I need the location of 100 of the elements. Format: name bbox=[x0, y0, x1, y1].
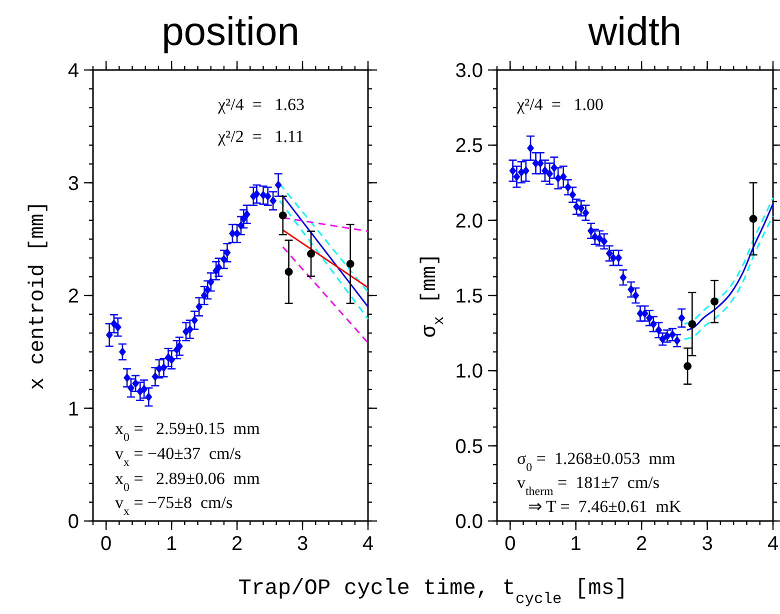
y-axis-title: x centroid [mm] bbox=[27, 200, 50, 390]
point bbox=[513, 172, 520, 182]
y-tick-label: 0 bbox=[68, 511, 79, 533]
annotation: x$_{0}$ = 2.89±0.06 mm bbox=[115, 469, 260, 494]
x-tick-label: 2 bbox=[636, 533, 648, 555]
y-tick-label: 0.0 bbox=[455, 511, 483, 533]
point bbox=[253, 190, 260, 199]
y-tick-label: 2 bbox=[68, 286, 79, 308]
annotation: ⇒ T = 7.46±0.61 mK bbox=[528, 497, 682, 516]
point bbox=[569, 190, 576, 200]
point bbox=[522, 166, 530, 176]
point bbox=[587, 226, 594, 236]
y-tick-label: 3.0 bbox=[455, 60, 483, 82]
point bbox=[160, 363, 168, 372]
point bbox=[578, 204, 585, 213]
point bbox=[560, 172, 567, 182]
point bbox=[110, 319, 118, 328]
annotation: σ$_{0}$ = 1.268±0.053 mm bbox=[517, 449, 676, 474]
x-axis-title: Trap/OP cycle time, t$_{cycle}$ [ms] bbox=[238, 576, 628, 608]
point bbox=[224, 248, 231, 258]
point bbox=[646, 314, 653, 323]
x-tick-label: 2 bbox=[231, 533, 243, 555]
chart-title: position bbox=[162, 10, 300, 54]
point bbox=[186, 324, 194, 334]
point bbox=[606, 248, 613, 258]
point bbox=[127, 383, 134, 392]
point bbox=[168, 355, 176, 364]
point bbox=[509, 166, 516, 176]
point bbox=[270, 196, 277, 206]
point bbox=[145, 392, 152, 402]
y-tick-label: 2.5 bbox=[455, 135, 483, 158]
point bbox=[554, 174, 562, 183]
x-tick-label: 3 bbox=[702, 533, 713, 555]
point bbox=[156, 364, 163, 374]
point bbox=[124, 373, 131, 382]
point bbox=[307, 250, 316, 258]
annotation: χ²/4 = 1.63 bbox=[217, 95, 304, 114]
point bbox=[546, 169, 554, 178]
point bbox=[152, 372, 159, 382]
point bbox=[237, 221, 244, 230]
x-tick-label: 4 bbox=[362, 533, 374, 555]
point bbox=[346, 260, 354, 268]
y-tick-label: 4 bbox=[68, 60, 79, 82]
y-tick-label: 3 bbox=[68, 172, 79, 195]
point bbox=[118, 347, 126, 356]
y-tick-label: 2.0 bbox=[455, 210, 483, 232]
point bbox=[284, 268, 293, 276]
x-tick-label: 0 bbox=[504, 533, 516, 555]
x-tick-label: 4 bbox=[767, 533, 779, 555]
x-tick-label: 0 bbox=[100, 533, 112, 555]
point bbox=[650, 320, 657, 329]
point bbox=[749, 214, 758, 223]
point bbox=[190, 316, 198, 325]
point bbox=[632, 291, 640, 300]
point bbox=[200, 291, 208, 300]
annotation: χ²/2 = 1.11 bbox=[217, 127, 304, 146]
point bbox=[610, 253, 617, 262]
point bbox=[628, 284, 635, 294]
point bbox=[114, 322, 122, 332]
x-tick-label: 3 bbox=[296, 533, 308, 555]
point bbox=[600, 236, 608, 246]
point bbox=[207, 277, 214, 286]
point bbox=[596, 234, 604, 243]
annotation: χ²/4 = 1.00 bbox=[516, 95, 604, 114]
line-series bbox=[684, 215, 774, 340]
point bbox=[132, 378, 140, 388]
annotation: x$_{0}$ = 2.59±0.15 mm bbox=[115, 419, 260, 444]
point bbox=[688, 320, 696, 328]
point bbox=[684, 362, 692, 370]
point bbox=[655, 326, 662, 335]
point bbox=[550, 163, 558, 172]
y-tick-label: 1.0 bbox=[455, 360, 483, 383]
point bbox=[527, 144, 534, 153]
x-tick-label: 1 bbox=[166, 533, 178, 555]
chart-title: width bbox=[587, 10, 682, 54]
point bbox=[220, 254, 228, 264]
annotation: v$_{x}$ = −75±8 cm/s bbox=[115, 493, 233, 518]
point bbox=[710, 298, 719, 306]
point bbox=[204, 285, 212, 294]
point bbox=[106, 330, 113, 340]
y-tick-label: 0.5 bbox=[455, 436, 483, 458]
point bbox=[678, 314, 686, 323]
point bbox=[615, 253, 622, 262]
point bbox=[278, 211, 287, 220]
y-tick-label: 1 bbox=[68, 398, 79, 420]
point bbox=[140, 384, 148, 394]
point bbox=[240, 214, 248, 224]
point bbox=[176, 342, 183, 351]
annotation: v$_{therm}$ = 181±7 cm/s bbox=[517, 473, 660, 498]
point bbox=[274, 180, 282, 190]
point bbox=[196, 302, 203, 312]
y-tick-label: 1.5 bbox=[455, 286, 483, 308]
point bbox=[234, 228, 241, 238]
point bbox=[215, 262, 222, 272]
annotation: v$_{x}$ = −40±37 cm/s bbox=[115, 444, 242, 469]
point bbox=[264, 192, 272, 201]
point bbox=[564, 182, 572, 192]
point bbox=[582, 208, 590, 218]
x-tick-label: 1 bbox=[570, 533, 582, 555]
point bbox=[243, 210, 250, 219]
